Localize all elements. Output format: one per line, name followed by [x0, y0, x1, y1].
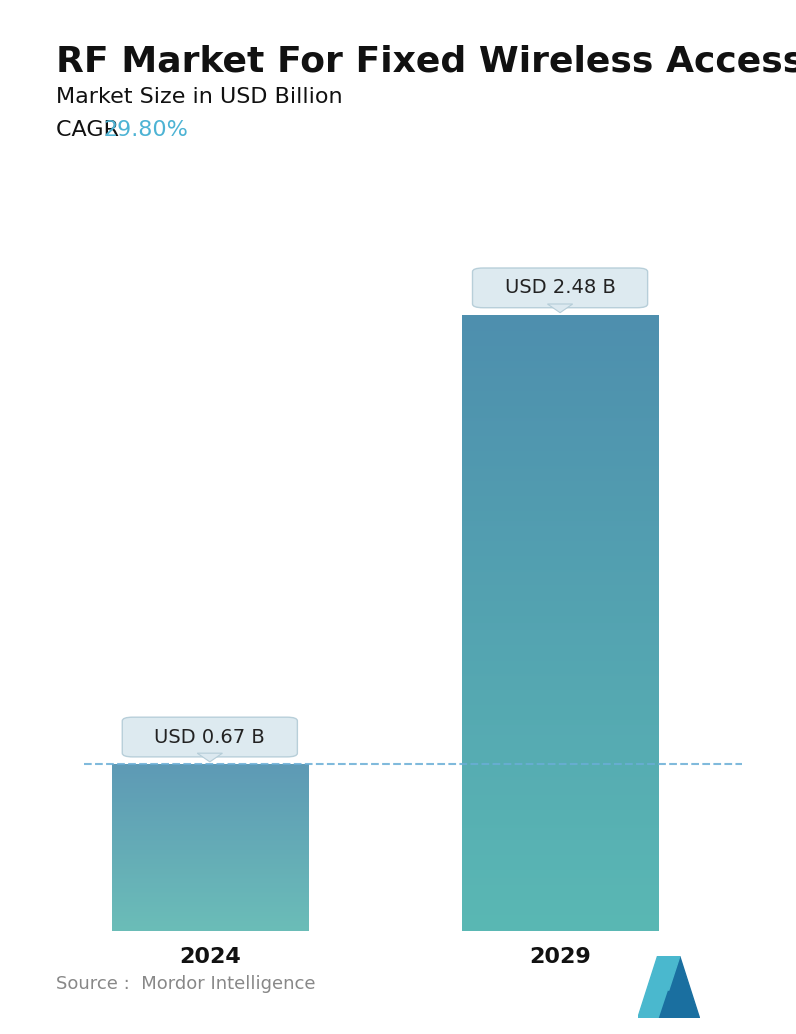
Polygon shape — [638, 956, 669, 1018]
Text: Source :  Mordor Intelligence: Source : Mordor Intelligence — [56, 975, 315, 993]
FancyBboxPatch shape — [123, 718, 298, 757]
Polygon shape — [548, 304, 572, 312]
FancyBboxPatch shape — [473, 268, 648, 308]
Polygon shape — [657, 956, 680, 991]
Text: USD 0.67 B: USD 0.67 B — [154, 728, 265, 747]
Polygon shape — [659, 956, 700, 1018]
Text: Market Size in USD Billion: Market Size in USD Billion — [56, 87, 342, 107]
Text: USD 2.48 B: USD 2.48 B — [505, 278, 615, 298]
Text: CAGR: CAGR — [56, 120, 126, 140]
Text: 29.80%: 29.80% — [103, 120, 189, 140]
Text: RF Market For Fixed Wireless Access: RF Market For Fixed Wireless Access — [56, 44, 796, 79]
Polygon shape — [197, 753, 222, 762]
